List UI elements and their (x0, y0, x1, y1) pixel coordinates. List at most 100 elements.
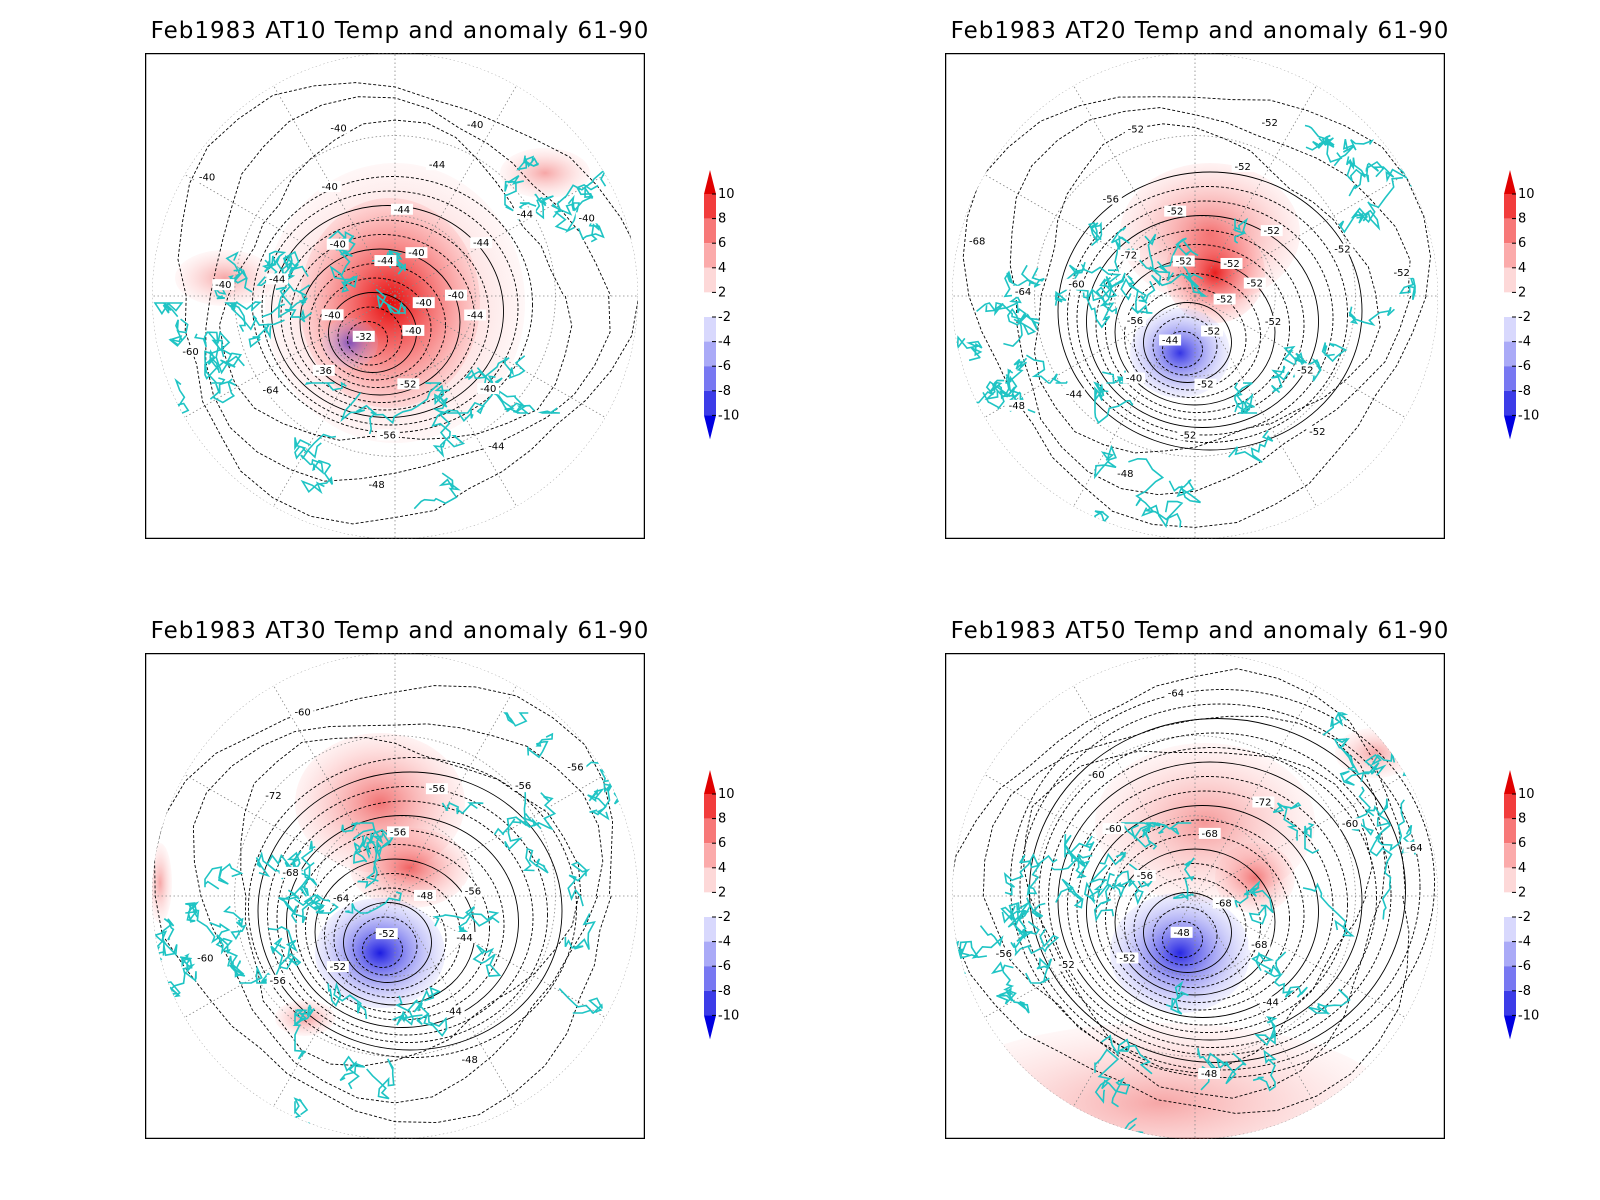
contour-label: -52 (1297, 366, 1313, 377)
meridian-line (984, 895, 1196, 1018)
contour-label-bg (1062, 388, 1085, 400)
coastline (1398, 270, 1416, 301)
contour-label-bg (458, 1053, 481, 1065)
contour-label-bg (326, 238, 349, 250)
colorbar-cell (704, 966, 716, 991)
coastline (516, 155, 539, 171)
contour-label-bg (376, 429, 399, 441)
contour-label-bg (442, 1005, 465, 1017)
temperature-contour (362, 931, 403, 968)
coastline (1055, 878, 1084, 909)
polar-map: -40-44-40-44-40-52-56-48-32-36-64-60-40-… (145, 53, 645, 539)
colorbar-cell (1504, 990, 1516, 1016)
colorbar-cell (704, 892, 716, 917)
contour-label-bg (1055, 958, 1078, 970)
coastline (1001, 910, 1040, 942)
colorbar-cell (704, 267, 716, 293)
colorbar-cell (704, 867, 716, 893)
colorbar-tick-label: -10 (718, 1008, 739, 1023)
contour-label-bg (477, 383, 500, 395)
contour-label: -40 (408, 248, 424, 259)
coastline (329, 265, 358, 293)
coastline (1130, 822, 1152, 840)
coastline (345, 891, 402, 914)
contour-label: -40 (330, 240, 346, 251)
contour-label-bg (1114, 468, 1137, 480)
coastline (1272, 801, 1302, 841)
temperature-contour (1095, 229, 1305, 421)
contour-label: -52 (1235, 162, 1251, 173)
contour-label: -56 (465, 887, 481, 898)
contour-label: -44 (488, 442, 504, 453)
colorbar-tick-label: -10 (718, 408, 739, 423)
contour-label-bg (412, 297, 435, 309)
contour-label-bg (1262, 315, 1285, 327)
contour-label-bg (425, 783, 448, 795)
meridian-line (1194, 774, 1406, 897)
coastline (415, 1004, 448, 1037)
contour-label-bg (1159, 334, 1182, 346)
colorbar-tick-label: -8 (1518, 984, 1531, 999)
contour-label: -52 (1128, 124, 1144, 135)
contour-label: -48 (1173, 928, 1189, 939)
temperature-contour (218, 119, 573, 441)
temperature-contour (1152, 316, 1218, 376)
coastline (1054, 261, 1086, 306)
coastline (395, 986, 442, 1013)
contour-label-bg (212, 279, 235, 291)
meridian-line (394, 895, 517, 1107)
temperature-contour (1162, 921, 1203, 958)
coastline (1009, 267, 1045, 304)
colorbar-tick-label: -4 (1518, 335, 1531, 350)
temperature-contour (1076, 200, 1334, 436)
contour-label-bg (374, 255, 397, 267)
contour-label-bg (279, 866, 302, 878)
contour-label-bg (1133, 870, 1156, 882)
contour-label-bg (365, 479, 388, 491)
colorbar-tick-label: -4 (1518, 935, 1531, 950)
contour-label-bg (1212, 897, 1235, 909)
contour-label: -40 (1126, 374, 1142, 385)
colorbar-tick-label: 10 (1518, 187, 1535, 202)
coastline (1003, 308, 1040, 347)
coastline (1093, 884, 1115, 922)
coastline (1007, 902, 1033, 950)
contour-label: -52 (1058, 960, 1074, 971)
contour-label-bg (1123, 315, 1146, 327)
contour-label: -60 (1068, 280, 1084, 291)
contour-label: -56 (996, 949, 1012, 960)
contour-label: -52 (1247, 279, 1263, 290)
contour-label: -64 (1168, 688, 1184, 699)
contour-label: -44 (1263, 997, 1279, 1008)
meridian-line (394, 895, 606, 1018)
colorbar-tick-label: 6 (718, 836, 726, 851)
contour-label: -52 (400, 379, 416, 390)
contour-label: -40 (330, 124, 346, 135)
contour-label: -44 (445, 1007, 461, 1018)
contour-label-bg (390, 203, 413, 215)
temperature-contour (1133, 287, 1247, 391)
contour-label: -52 (1167, 207, 1183, 218)
temperature-contour (286, 815, 519, 1028)
coastline (503, 712, 529, 727)
contour-label: -72 (265, 791, 281, 802)
coastline (1178, 252, 1208, 297)
contour-label: -48 (1117, 469, 1133, 480)
warm-anomaly (1215, 843, 1295, 913)
contour-label-bg (1116, 952, 1139, 964)
contour-label: -68 (282, 868, 298, 879)
temperature-contour (267, 786, 548, 1043)
contour-label: -60 (197, 953, 213, 964)
colorbar-tick-label: -6 (718, 359, 731, 374)
coastline (537, 407, 560, 414)
contour-label-bg (512, 779, 535, 791)
colorbar-cell (704, 794, 716, 819)
contour-label: -44 (456, 933, 472, 944)
colorbar-arrow-top (704, 170, 716, 194)
polar-map: -52 -52 -52 -52 -52 -52 -52 -48 -44 -40 -44 -48 -56 -… (945, 53, 1445, 539)
colorbar-arrow-bottom (1504, 415, 1516, 440)
contour-label: -44 (1066, 389, 1082, 400)
temperature-contour (1152, 906, 1218, 966)
coastline (1102, 370, 1127, 384)
coastline (204, 863, 244, 890)
